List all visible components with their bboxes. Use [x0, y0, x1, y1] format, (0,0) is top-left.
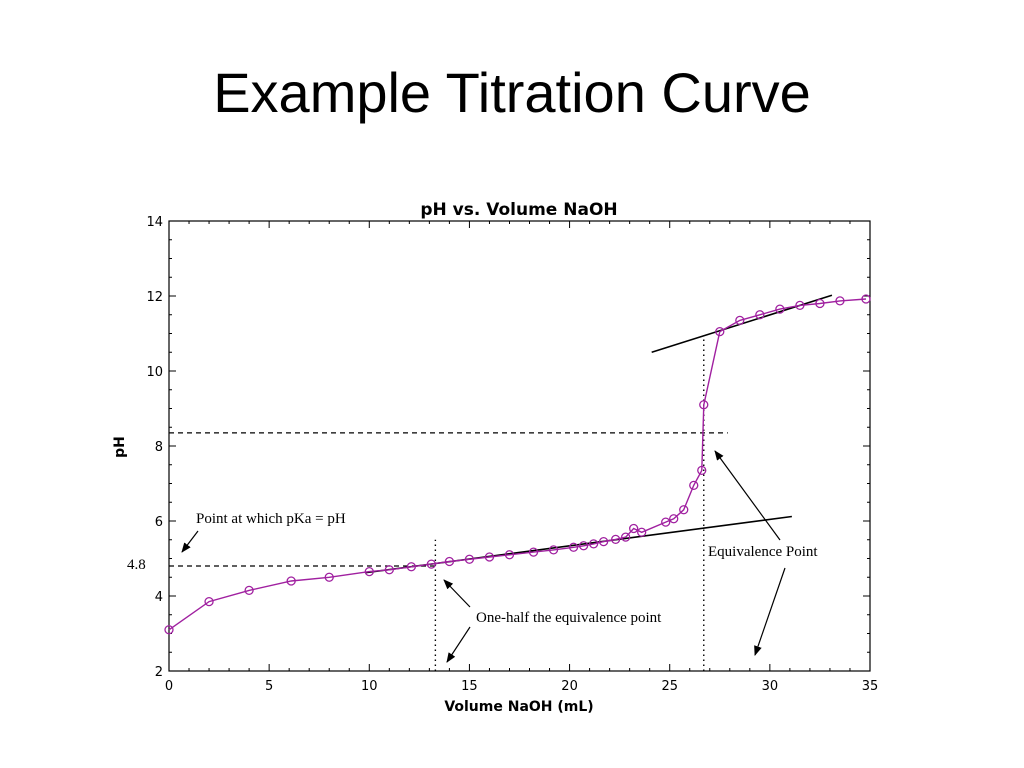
arrow-half-equivalence-up	[443, 579, 471, 608]
annotation-half-equivalence: One-half the equivalence point	[476, 610, 662, 626]
x-tick-label: 35	[862, 679, 879, 694]
data-point	[528, 547, 539, 557]
data-point	[426, 559, 437, 569]
x-tick-label: 25	[661, 679, 678, 694]
data-point	[364, 566, 374, 577]
data-point	[610, 534, 621, 545]
data-point	[164, 625, 174, 635]
data-point	[715, 326, 725, 337]
x-tick-label: 30	[762, 679, 779, 694]
annotation-equivalence-point: Equivalence Point	[708, 544, 818, 560]
x-tick-label: 20	[561, 679, 578, 694]
data-point	[835, 296, 845, 306]
y-axis-label: pH	[112, 436, 128, 458]
slide-title: Example Titration Curve	[213, 61, 811, 124]
series-line	[168, 298, 867, 631]
data-point	[406, 562, 416, 572]
x-tick-label: 10	[361, 679, 378, 694]
series-titration	[164, 294, 871, 635]
x-tick-label: 5	[265, 679, 273, 694]
data-point	[689, 480, 699, 491]
data-point	[548, 545, 559, 555]
axes	[168, 220, 871, 672]
data-point	[588, 539, 599, 549]
data-point	[637, 527, 647, 537]
data-point	[204, 596, 214, 607]
annotation-pka-value: 4.8	[127, 557, 146, 573]
y-tick-label: 8	[155, 440, 163, 455]
ticks: 0 5 10 15 20 25 30 35 2 4 6 8 10 12 14	[146, 215, 878, 694]
data-point	[324, 572, 334, 582]
data-point	[444, 556, 455, 567]
x-axis-label: Volume NaOH (mL)	[444, 699, 593, 715]
x-tick-label: 0	[165, 679, 173, 694]
plot-frame	[168, 220, 871, 672]
data-point	[861, 294, 871, 304]
x-tick-label: 15	[461, 679, 478, 694]
data-point	[661, 517, 671, 527]
data-point	[598, 536, 609, 547]
data-point	[504, 550, 515, 560]
y-tick-label: 12	[146, 290, 163, 305]
data-point	[775, 304, 785, 314]
data-point	[286, 576, 296, 586]
data-point	[244, 585, 254, 596]
chart-title: pH vs. Volume NaOH	[420, 200, 617, 220]
y-tick-label: 6	[155, 515, 163, 530]
data-point	[755, 310, 765, 320]
y-tick-label: 2	[155, 665, 163, 680]
data-point	[697, 465, 707, 476]
data-point	[679, 505, 689, 515]
data-point	[795, 300, 805, 311]
tangent-lines	[365, 294, 833, 574]
data-point	[484, 552, 495, 562]
data-point	[464, 554, 475, 564]
data-point	[578, 541, 589, 551]
arrow-equivalence-down	[754, 567, 786, 656]
data-point	[735, 315, 745, 326]
arrow-equivalence-up	[714, 450, 781, 541]
data-point	[568, 542, 579, 552]
data-point	[621, 532, 631, 542]
arrow-pka	[181, 530, 199, 553]
reference-lines	[169, 337, 728, 671]
y-tick-label: 14	[146, 215, 163, 230]
data-point	[699, 400, 709, 410]
annotation-pka-point: Point at which pKa = pH	[196, 511, 346, 527]
data-point	[669, 514, 679, 524]
data-point	[384, 565, 394, 575]
y-tick-label: 4	[155, 590, 163, 605]
data-point	[815, 298, 825, 309]
data-point	[629, 523, 639, 534]
arrow-half-equivalence-down	[446, 626, 471, 663]
y-tick-label: 10	[146, 365, 163, 380]
